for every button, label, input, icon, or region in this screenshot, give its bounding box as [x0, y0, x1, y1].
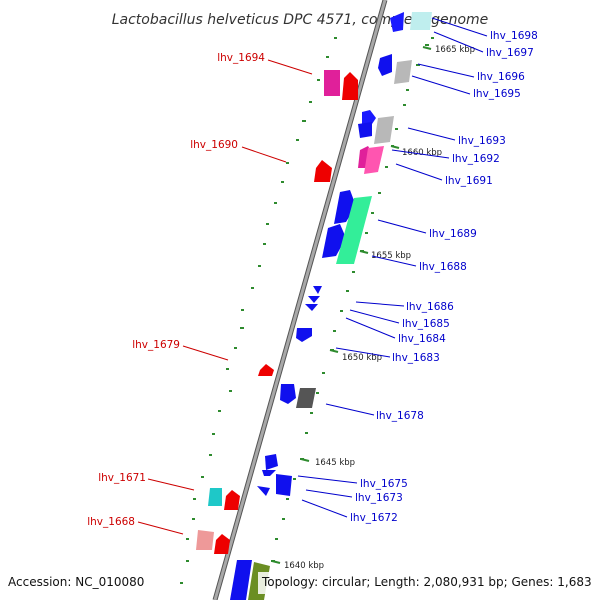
gene-lhv_1668b[interactable]: [214, 534, 230, 554]
gene-label[interactable]: lhv_1691: [445, 175, 493, 187]
tick-label-1655: 1655 kbp: [371, 251, 411, 261]
gene-label[interactable]: lhv_1690: [190, 139, 238, 151]
gene-lhv_1671b[interactable]: [224, 490, 240, 510]
reverse-gene-labels: lhv_1694 lhv_1690 lhv_1679 lhv_1671 lhv_…: [87, 52, 265, 528]
gene-lhv_1673[interactable]: [276, 474, 292, 496]
gene-lhv_1671a[interactable]: [208, 488, 222, 506]
gene-bottom-a[interactable]: [230, 560, 252, 600]
gene-label[interactable]: lhv_1696: [477, 71, 525, 83]
gene-lhv_1686[interactable]: [313, 286, 322, 294]
gene-lhv_1688[interactable]: [336, 196, 372, 264]
gene-label[interactable]: lhv_1672: [350, 512, 398, 524]
forward-strand-genes: [230, 12, 432, 600]
gene-lhv_1694b[interactable]: [342, 72, 358, 100]
gene-lhv_1693a[interactable]: [362, 110, 376, 124]
gene-label[interactable]: lhv_1668: [87, 516, 135, 528]
gene-lhv_1683[interactable]: [296, 328, 312, 342]
gene-label[interactable]: lhv_1685: [402, 318, 450, 330]
gene-lhv_1693c[interactable]: [374, 116, 394, 144]
gene-label[interactable]: lhv_1688: [419, 261, 467, 273]
gene-label[interactable]: lhv_1671: [98, 472, 146, 484]
gene-label[interactable]: lhv_1679: [132, 339, 180, 351]
gene-label[interactable]: lhv_1695: [473, 88, 521, 100]
gene-lhv_1689b[interactable]: [322, 224, 346, 258]
gene-label[interactable]: lhv_1698: [490, 30, 538, 42]
gene-label[interactable]: lhv_1694: [217, 52, 265, 64]
gene-lhv_1668a[interactable]: [196, 530, 214, 550]
gene-lhv_1691[interactable]: [364, 146, 384, 174]
gene-lhv_1675b[interactable]: [262, 470, 276, 476]
accession-label: Accession: NC_010080: [8, 575, 144, 589]
forward-gene-labels: lhv_1698 lhv_1697 lhv_1696 lhv_1695 lhv_…: [350, 30, 538, 524]
reverse-strand-genes: [196, 70, 358, 554]
gene-label[interactable]: lhv_1689: [429, 228, 477, 240]
reverse-leader-lines: [137, 59, 313, 535]
gene-label[interactable]: lhv_1675: [360, 478, 408, 490]
gene-lhv_1698[interactable]: [390, 12, 404, 32]
gene-label[interactable]: lhv_1686: [406, 301, 454, 313]
forward-leader-lines: [297, 17, 488, 518]
gene-label[interactable]: lhv_1697: [486, 47, 534, 59]
gene-lhv_1675a[interactable]: [265, 454, 278, 470]
gene-label[interactable]: lhv_1673: [355, 492, 403, 504]
gene-lhv_1678b[interactable]: [296, 388, 316, 408]
topology-label: Topology: circular; Length: 2,080,931 bp…: [261, 575, 592, 589]
tick-label-1650: 1650 kbp: [342, 353, 382, 363]
gene-label[interactable]: lhv_1692: [452, 153, 500, 165]
gene-label[interactable]: lhv_1684: [398, 333, 446, 345]
tick-label-1660: 1660 kbp: [402, 148, 442, 158]
map-title: Lactobacillus helveticus DPC 4571, compl…: [112, 12, 489, 28]
tick-label-1640: 1640 kbp: [284, 561, 324, 571]
gene-lhv_1678a[interactable]: [280, 384, 296, 404]
tick-label-1645: 1645 kbp: [315, 458, 355, 468]
gene-lhv_1695[interactable]: [394, 60, 412, 84]
gene-lhv_1679[interactable]: [258, 364, 274, 376]
gene-lhv_1672[interactable]: [257, 486, 270, 496]
gene-lhv_1690[interactable]: [314, 160, 332, 182]
gene-lhv_1685[interactable]: [308, 296, 320, 303]
gene-lhv_1697[interactable]: [410, 12, 432, 30]
gene-lhv_1693b[interactable]: [358, 122, 372, 138]
gene-label[interactable]: lhv_1683: [392, 352, 440, 364]
scale-ticks: 1665 kbp 1660 kbp 1655 kbp 1650 kbp 1645…: [271, 45, 475, 571]
gene-lhv_1689a[interactable]: [334, 190, 356, 224]
outer-dotted-track: [180, 37, 337, 584]
gene-lhv_1694a[interactable]: [324, 70, 340, 96]
gene-lhv_1684[interactable]: [305, 304, 318, 311]
gene-label[interactable]: lhv_1678: [376, 410, 424, 422]
gene-lhv_1696[interactable]: [378, 54, 392, 76]
tick-label-1665: 1665 kbp: [435, 45, 475, 55]
gene-label[interactable]: lhv_1693: [458, 135, 506, 147]
